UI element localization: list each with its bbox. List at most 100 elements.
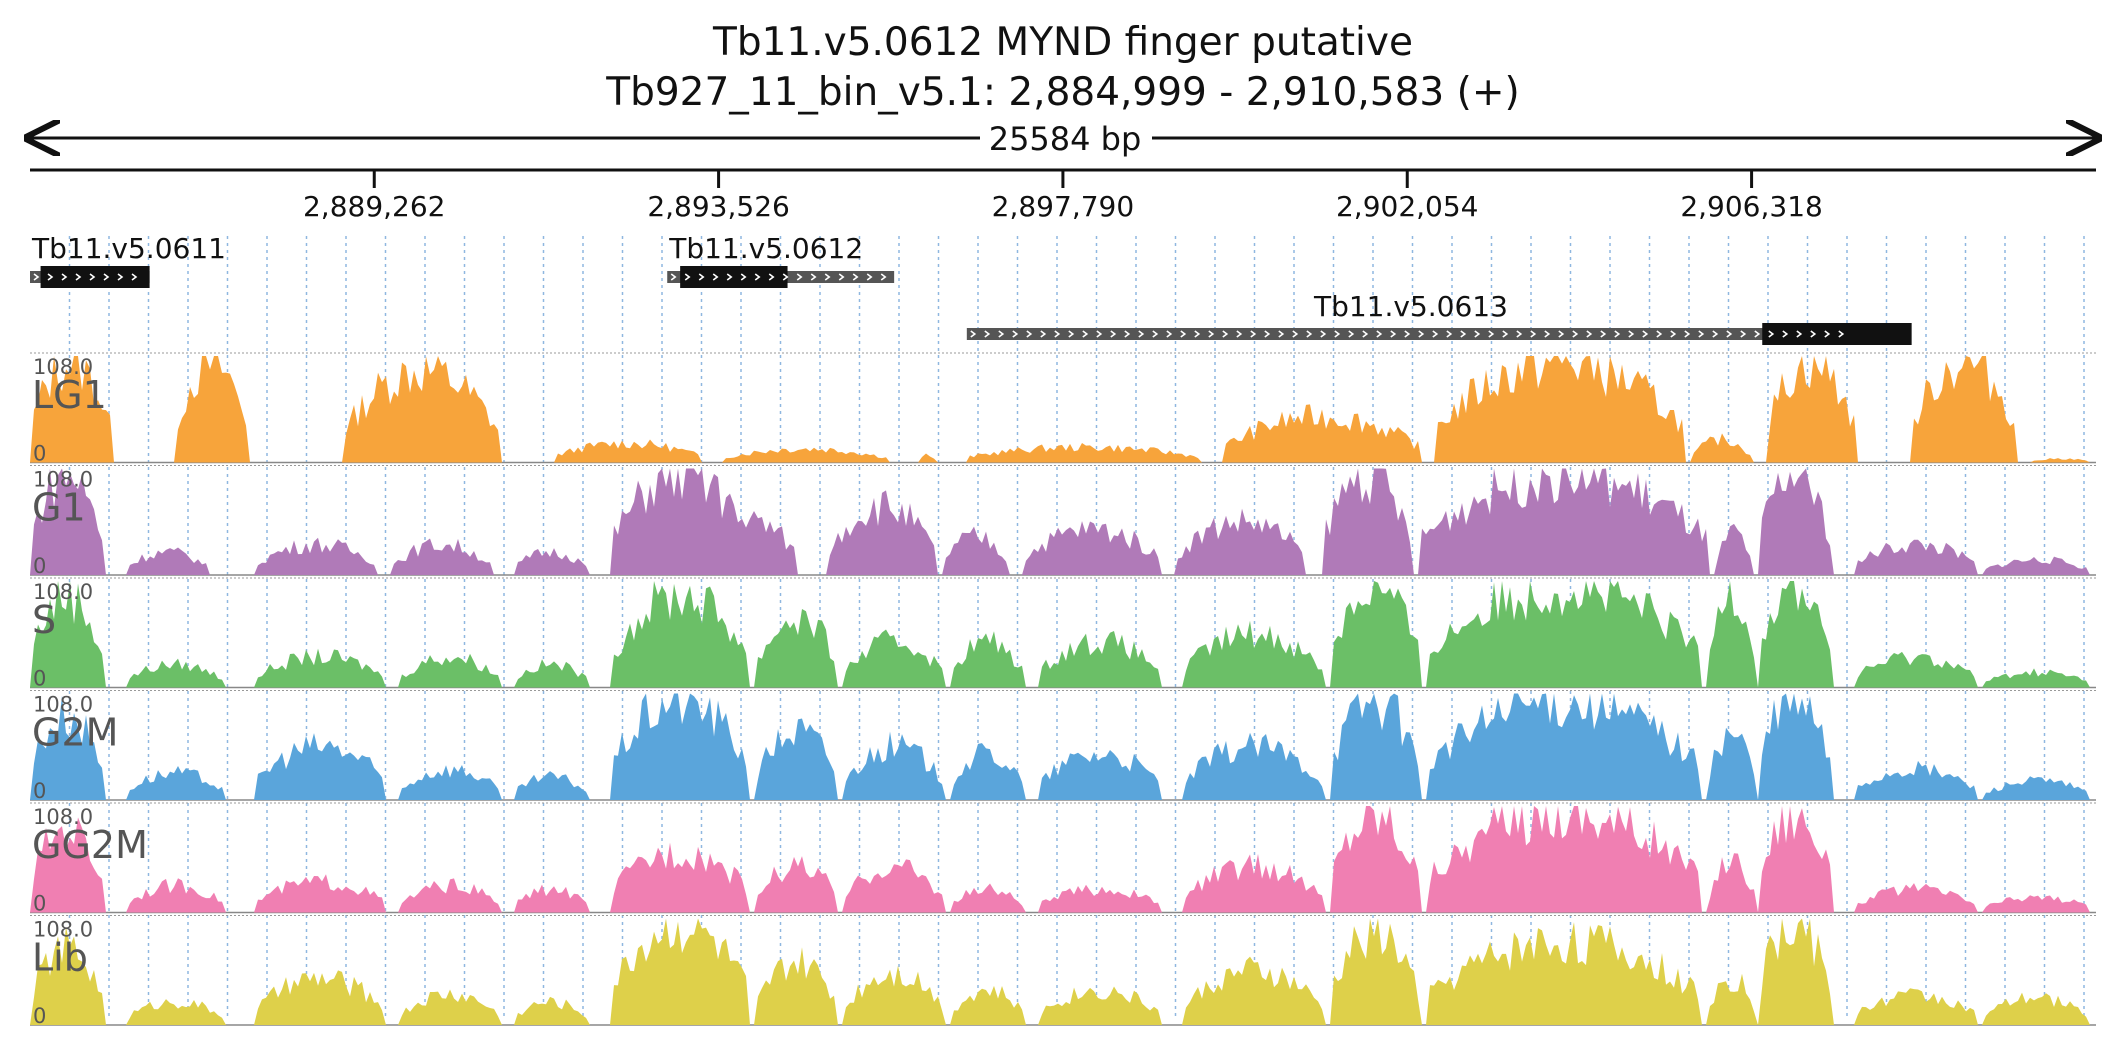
strand-chevron <box>1642 330 1649 338</box>
strand-chevron <box>1292 330 1299 338</box>
strand-chevron <box>1726 330 1733 338</box>
gene-feature[interactable]: Tb11.v5.0612 <box>667 232 895 288</box>
strand-chevron <box>1306 330 1313 338</box>
strand-chevron <box>117 273 124 281</box>
ruler-tick-label: 2,897,790 <box>992 190 1135 223</box>
ruler-tick-label: 2,893,526 <box>647 190 790 223</box>
coverage-area <box>30 693 2096 800</box>
strand-chevron <box>782 273 789 281</box>
gene-cds <box>680 266 788 288</box>
strand-chevron <box>1390 330 1397 338</box>
strand-chevron <box>103 273 110 281</box>
strand-chevron <box>1432 330 1439 338</box>
strand-chevron <box>998 330 1005 338</box>
ruler-tick-label: 2,889,262 <box>303 190 446 223</box>
locus-title: Tb927_11_bin_v5.1: 2,884,999 - 2,910,583… <box>606 70 1520 115</box>
strand-chevron <box>1516 330 1523 338</box>
strand-chevron <box>726 273 733 281</box>
strand-chevron <box>1012 330 1019 338</box>
track-min-label: 0 <box>33 667 46 691</box>
strand-chevron <box>1740 330 1747 338</box>
strand-chevron <box>1796 330 1803 338</box>
strand-chevron <box>684 273 691 281</box>
strand-chevron <box>1166 330 1173 338</box>
strand-chevron <box>1040 330 1047 338</box>
track-min-label: 0 <box>33 1004 46 1028</box>
track-name: G1 <box>32 486 86 530</box>
strand-chevron <box>1250 330 1257 338</box>
strand-chevron <box>1082 330 1089 338</box>
strand-chevron <box>1670 330 1677 338</box>
title-block: Tb11.v5.0612 MYND finger putative Tb927_… <box>0 18 2126 118</box>
strand-chevron <box>1586 330 1593 338</box>
strand-chevron <box>1054 330 1061 338</box>
strand-chevron <box>1824 330 1831 338</box>
track-g1: 108.0G1 0 <box>30 465 2096 578</box>
gene-feature[interactable]: Tb11.v5.0611 <box>30 232 226 288</box>
strand-chevron <box>768 273 775 281</box>
coverage-area <box>30 356 2096 463</box>
strand-chevron <box>1110 330 1117 338</box>
strand-chevron <box>1502 330 1509 338</box>
strand-chevron <box>1768 330 1775 338</box>
strand-chevron <box>1488 330 1495 338</box>
track-min-label: 0 <box>33 554 46 578</box>
strand-chevrons <box>33 273 138 281</box>
strand-chevron <box>796 273 803 281</box>
strand-chevron <box>1628 330 1635 338</box>
strand-chevrons <box>670 273 887 281</box>
strand-chevron <box>740 273 747 281</box>
strand-chevron <box>1362 330 1369 338</box>
strand-chevron <box>810 273 817 281</box>
strand-chevron <box>1404 330 1411 338</box>
span-label: 25584 bp <box>989 120 1142 158</box>
strand-chevron <box>1152 330 1159 338</box>
strand-chevron <box>1782 330 1789 338</box>
strand-chevron <box>1474 330 1481 338</box>
strand-chevron <box>1026 330 1033 338</box>
strand-chevron <box>1446 330 1453 338</box>
strand-chevron <box>1614 330 1621 338</box>
strand-chevron <box>33 273 40 281</box>
ruler-tick-label: 2,906,318 <box>1680 190 1823 223</box>
strand-chevron <box>1208 330 1215 338</box>
strand-chevron <box>838 273 845 281</box>
strand-chevron <box>1810 330 1817 338</box>
strand-chevron <box>1754 330 1761 338</box>
track-max-label: 108.0 <box>33 918 93 942</box>
strand-chevron <box>1096 330 1103 338</box>
gene-feature[interactable]: Tb11.v5.0613 <box>966 290 1912 345</box>
strand-chevron <box>131 273 138 281</box>
gene-label: Tb11.v5.0613 <box>1313 290 1508 323</box>
strand-chevron <box>712 273 719 281</box>
strand-chevron <box>61 273 68 281</box>
strand-chevron <box>1376 330 1383 338</box>
strand-chevron <box>1124 330 1131 338</box>
gene-utr <box>966 328 1856 340</box>
coverage-area <box>30 468 2096 575</box>
strand-chevron <box>1348 330 1355 338</box>
track-max-label: 108.0 <box>33 355 93 379</box>
strand-chevron <box>670 273 677 281</box>
track-name: G2M <box>32 711 118 755</box>
strand-chevron <box>1278 330 1285 338</box>
ruler-ticks: 2,889,262 2,893,526 2,897,790 2,902,054 2,90… <box>303 170 1823 223</box>
strand-chevron <box>1558 330 1565 338</box>
track-max-label: 108.0 <box>33 805 93 829</box>
track-max-label: 108.0 <box>33 693 93 717</box>
strand-chevron <box>1572 330 1579 338</box>
strand-chevron <box>1180 330 1187 338</box>
strand-chevron <box>698 273 705 281</box>
strand-chevron <box>1236 330 1243 338</box>
strand-chevron <box>880 273 887 281</box>
track-max-label: 108.0 <box>33 468 93 492</box>
coverage-area <box>30 581 2096 688</box>
strand-chevron <box>1334 330 1341 338</box>
strand-chevron <box>1838 330 1845 338</box>
track-name: LG1 <box>32 373 107 417</box>
strand-chevron <box>824 273 831 281</box>
strand-chevron <box>1600 330 1607 338</box>
gene-title: Tb11.v5.0612 MYND finger putative <box>713 20 1413 65</box>
